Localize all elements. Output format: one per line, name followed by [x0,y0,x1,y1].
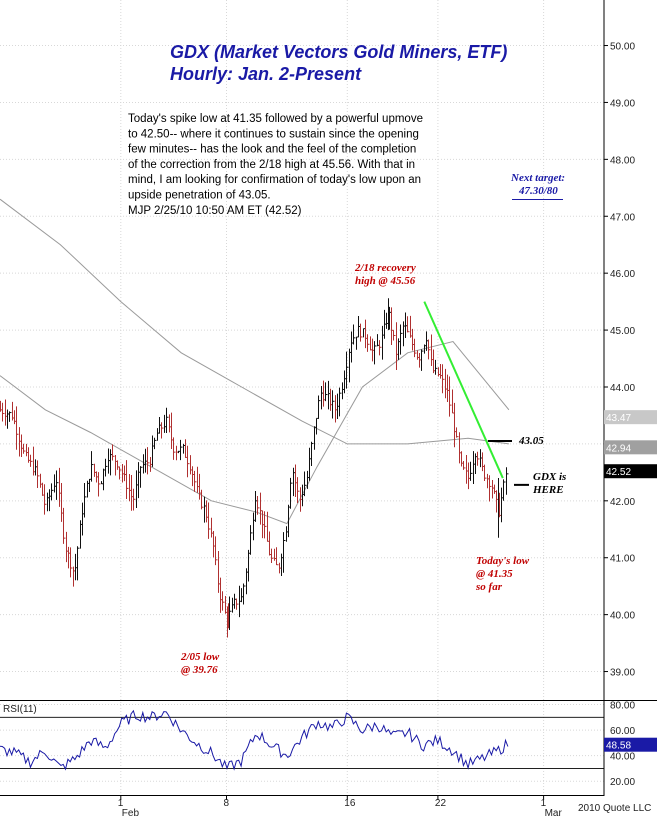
note-line-1: to 42.50-- where it continues to sustain… [128,128,419,140]
price-tag-box-1 [604,440,657,455]
note-line-3: of the correction from the 2/18 high at … [128,159,415,171]
rsi-line [0,709,509,771]
next-target-line1: Next target: [510,172,565,184]
rsi-plot-background [0,701,604,794]
rsi-y-tick-label-2: 40.00 [610,752,635,763]
x-tick-label-3: 22 [435,798,447,809]
x-tick-sublabel-4: Mar [545,808,563,816]
note-line-6: MJP 2/25/10 10:50 AM ET (42.52) [128,205,302,217]
moving-average-fast [0,340,510,525]
todays-low-line1: Today's low [476,555,530,567]
y-tick-label-0: 50.00 [610,42,635,53]
recovery-high-line1: 2/18 recovery [354,262,416,274]
copyright: 2010 Quote LLC [578,803,651,814]
x-tick-label-0: 1 [118,798,124,809]
feb5-low-line1: 2/05 low [180,651,220,663]
next-target-line2: 47.30/80 [518,185,558,197]
y-tick-label-2: 48.00 [610,155,635,166]
y-tick-label-11: 39.00 [610,668,635,679]
x-tick-label-1: 8 [224,798,230,809]
grid-lines [0,0,604,796]
moving-averages [0,198,510,525]
annotation-lines [488,199,563,486]
recovery-high-line2: high @ 45.56 [355,275,416,287]
green-downtrend-line [423,301,504,479]
todays-low-line3: so far [475,581,503,593]
y-tick-label-4: 46.00 [610,269,635,280]
feb5-low-line2: @ 39.76 [181,664,218,676]
note-line-4: mind, I am looking for confirmation of t… [128,174,421,186]
rsi-current-tag-box [604,737,657,752]
rsi-line-group [0,709,509,771]
price-tags: 43.47 42.94 42.52 48.58 [604,410,657,752]
rsi-y-tick-label-3: 20.00 [610,777,635,788]
y-axis-ticks: 50.0049.0048.0047.0046.0045.0044.0043.00… [604,42,635,679]
price-tag-box-2 [604,464,657,479]
x-tick-sublabel-0: Feb [122,808,140,816]
gdx-here-line1: GDX is [533,471,566,483]
y-tick-label-6: 44.00 [610,383,635,394]
price-tag-label-2: 42.52 [606,467,631,478]
x-tick-label-2: 16 [344,798,356,809]
trendline-group [423,301,504,479]
rsi-y-tick-label-0: 80.00 [610,701,635,712]
price-tag-label-1: 42.94 [606,443,631,454]
y-tick-label-8: 42.00 [610,497,635,508]
chart-title: GDX (Market Vectors Gold Miners, ETF) [170,42,507,62]
commentary-note: Today's spike low at 41.35 followed by a… [128,113,423,217]
main-plot-background [0,0,604,700]
price-bars [0,298,509,638]
todays-low-line2: @ 41.35 [476,568,513,580]
y-tick-label-9: 41.00 [610,554,635,565]
level-43-label: 43.05 [518,435,544,447]
y-tick-label-1: 49.00 [610,98,635,109]
moving-average-slow [0,198,509,445]
price-tag-box-0 [604,410,657,425]
note-line-0: Today's spike low at 41.35 followed by a… [128,113,423,125]
y-tick-label-3: 47.00 [610,212,635,223]
price-tag-label-0: 43.47 [606,413,631,424]
y-tick-label-10: 40.00 [610,611,635,622]
note-line-5: upside penetration of 43.05. [128,190,271,202]
y-tick-label-5: 45.00 [610,326,635,337]
note-line-2: few minutes-- has the look and the feel … [128,144,416,156]
gdx-here-line2: HERE [532,484,564,496]
x-tick-label-4: 1 [541,798,547,809]
chart-subtitle: Hourly: Jan. 2-Present [170,64,362,84]
rsi-y-axis-ticks: 80.00 60.00 40.00 20.00 [610,701,635,789]
rsi-current-tag-label: 48.58 [606,741,631,752]
rsi-label: RSI(11) [3,704,37,715]
rsi-y-tick-label-1: 60.00 [610,726,635,737]
